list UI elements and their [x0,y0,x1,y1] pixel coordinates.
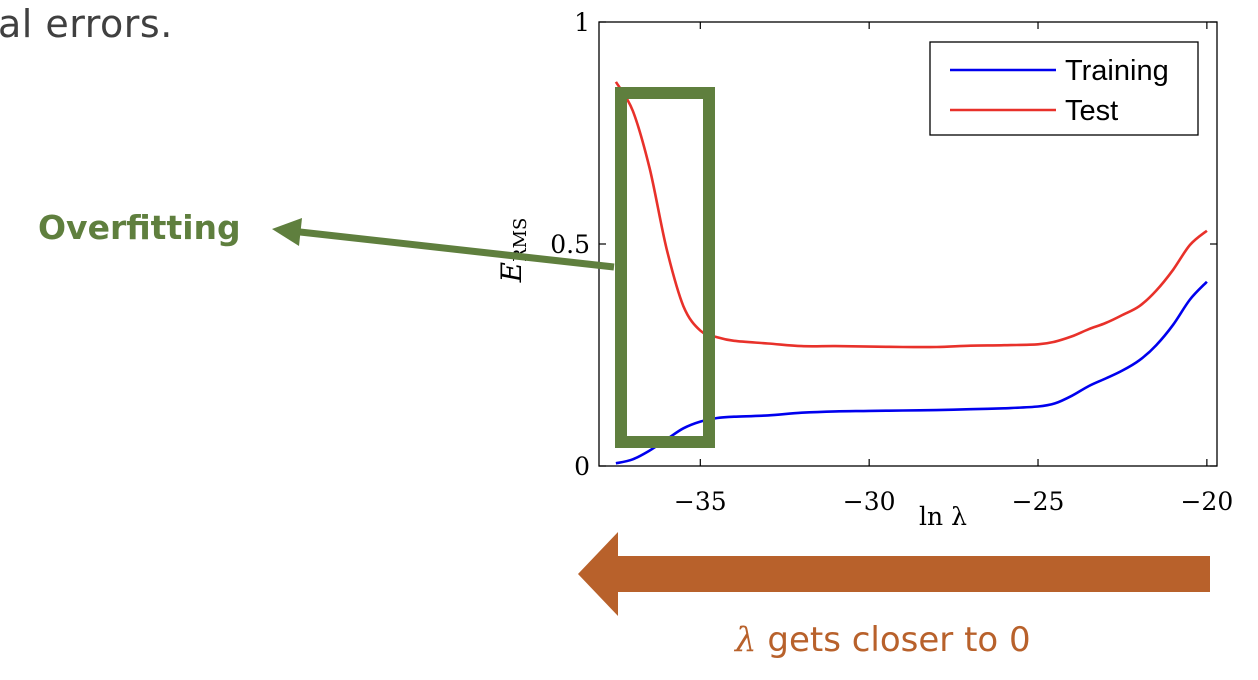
series-line-training [615,280,1208,465]
y-axis-label-sub: RMS [510,218,531,262]
x-axis-label: ln λ [919,502,967,531]
series-line-test [614,81,1208,349]
overfitting-arrow-head [272,218,302,246]
lambda-caption: λ gets closer to 0 [735,620,1031,660]
x-tick-label: −30 [843,487,896,516]
series-layer [614,81,1208,465]
slide-text-fragment: al errors. [0,2,173,46]
x-tick-label: −25 [1012,487,1065,516]
tick-labels: −35 −30 −25 −20 0 0.5 1 [550,8,1233,516]
legend-label-test: Test [1065,95,1118,127]
overfitting-label: Overfitting [38,208,241,247]
y-axis-label-main: E [495,262,528,283]
plot-frame [598,21,1218,467]
overfitting-highlight-box [615,87,715,448]
y-tick-label: 1 [574,8,590,37]
y-tick-label: 0.5 [550,230,590,259]
lambda-symbol: λ [735,620,757,660]
y-tick-label: 0 [574,452,590,481]
x-tick-label: −35 [674,487,727,516]
y-axis-label: ERMS [495,218,531,284]
x-tick-label: −20 [1180,487,1233,516]
overfitting-arrow-shaft [299,228,615,271]
lambda-caption-text: gets closer to 0 [756,620,1031,660]
chart-legend: Training Test [929,41,1199,136]
legend-label-training: Training [1065,55,1169,87]
lambda-direction-arrow [578,532,1210,616]
legend-box [929,41,1199,136]
overfitting-arrow [272,218,615,271]
